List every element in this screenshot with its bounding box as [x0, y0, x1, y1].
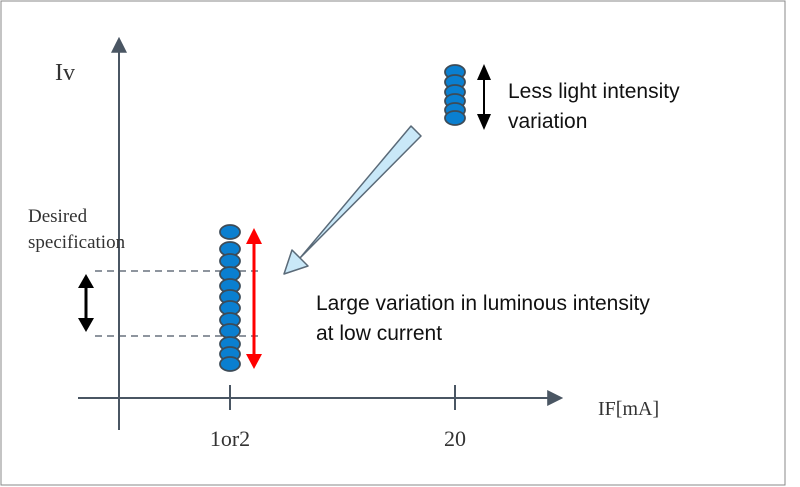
x-tick-label-1: 1or2: [210, 426, 250, 451]
large-variation-arrow: [246, 228, 262, 369]
y-axis-label: Iv: [55, 60, 75, 86]
high-current-label-2: variation: [508, 110, 587, 133]
desired-label-2: specification: [28, 232, 126, 253]
led-icon: [219, 323, 241, 339]
led-column-low-current: [219, 224, 241, 372]
led-icon: [444, 110, 466, 126]
small-variation-arrow: [477, 64, 491, 130]
spec-range-arrow: [78, 274, 94, 332]
led-icon: [219, 356, 241, 372]
x-tick-label-2: 20: [444, 426, 466, 451]
led-icon: [219, 224, 241, 240]
high-current-label-1: Less light intensity: [508, 80, 680, 103]
low-current-label-1: Large variation in luminous intensity: [316, 292, 650, 315]
led-icon: [219, 253, 241, 269]
desired-label-1: Desired: [28, 206, 88, 227]
led-column-high-current: [444, 64, 466, 126]
low-current-label-2: at low current: [316, 322, 442, 345]
x-axis-label: IF[mA]: [598, 398, 659, 420]
transition-arrow: [283, 125, 422, 275]
